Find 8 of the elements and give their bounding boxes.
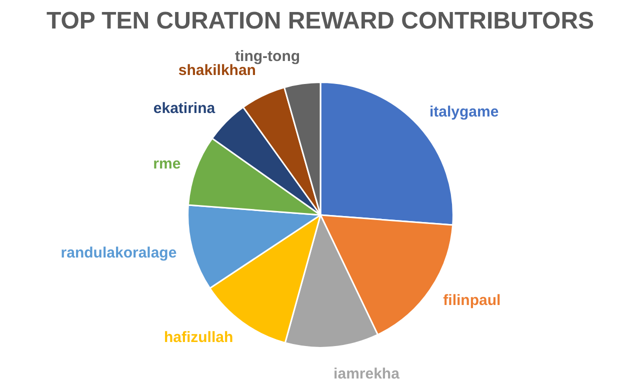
slice-label: rme bbox=[153, 155, 181, 172]
slice-label: hafizullah bbox=[164, 328, 234, 346]
chart-title: TOP TEN CURATION REWARD CONTRIBUTORS bbox=[46, 8, 594, 34]
slice-label: italygame bbox=[429, 104, 499, 121]
slice-label: randulakoralage bbox=[60, 244, 177, 262]
slice-label: ekatirina bbox=[153, 100, 216, 117]
slice-label: filinpaul bbox=[443, 292, 501, 309]
slice-label: iamrekha bbox=[334, 366, 400, 383]
